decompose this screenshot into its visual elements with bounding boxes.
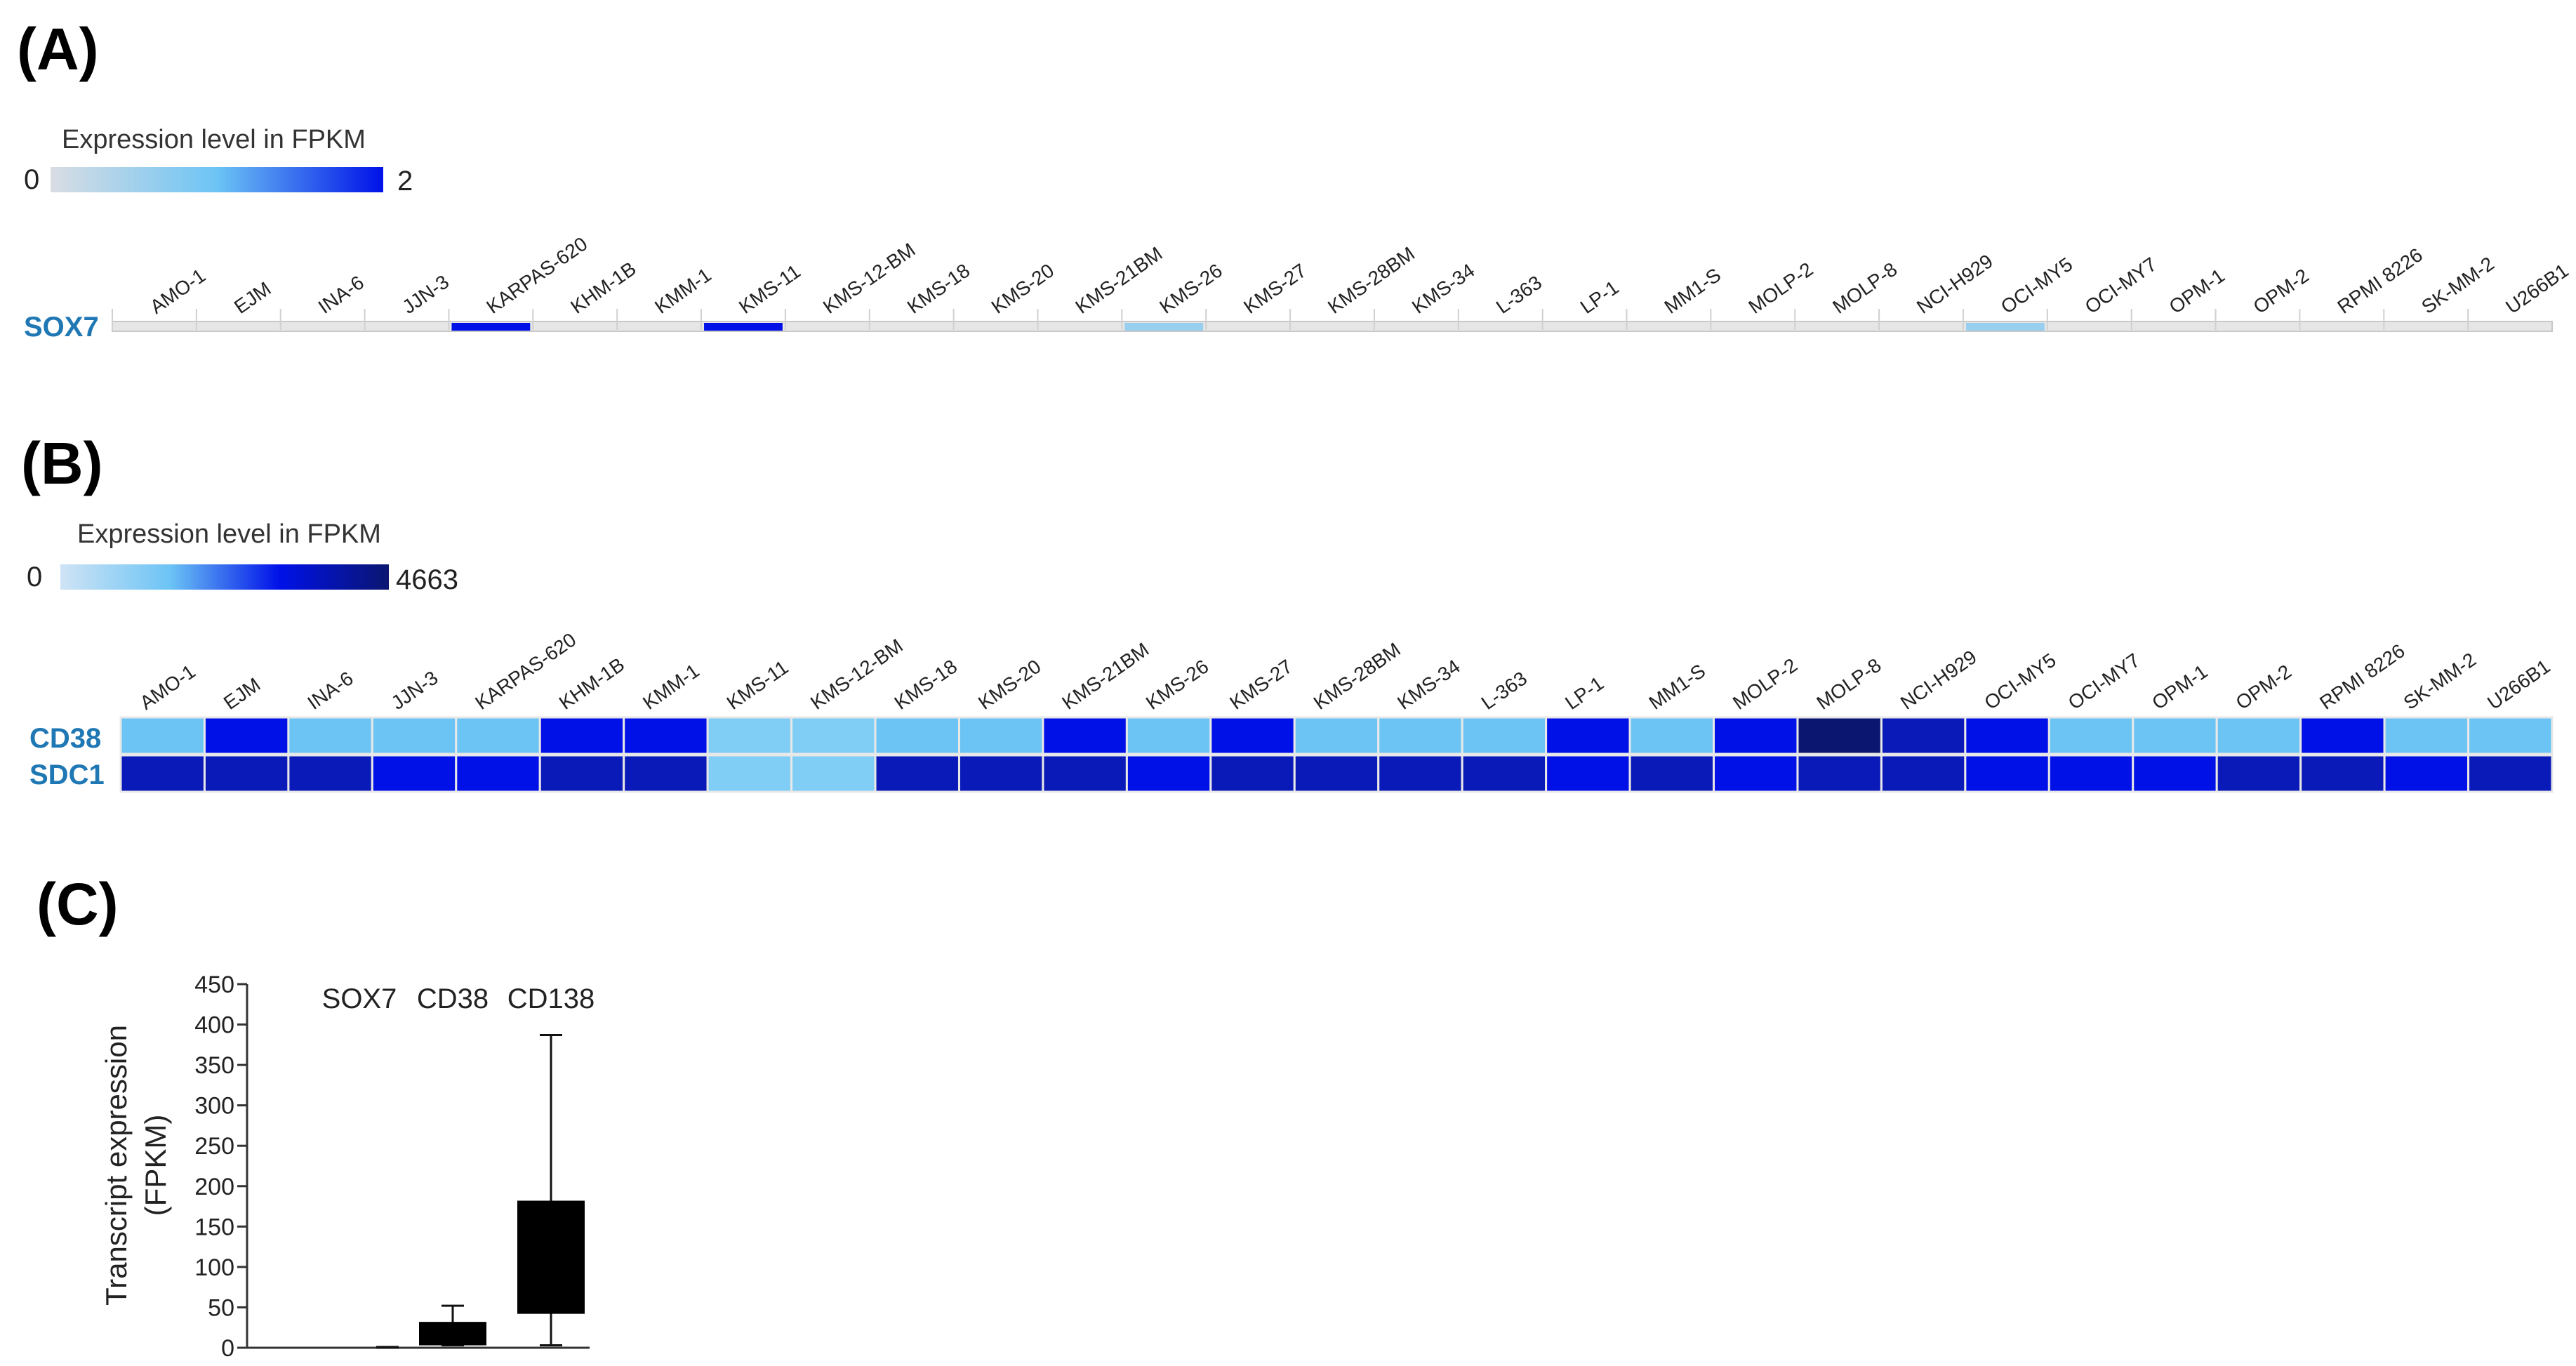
gene-label-cd38: CD38 <box>29 723 102 754</box>
y-tick-label: 350 <box>194 1052 234 1079</box>
heatmap-cell <box>874 754 960 793</box>
box <box>419 1322 486 1346</box>
heatmap-cell <box>2047 716 2135 755</box>
heatmap-cell <box>371 754 458 793</box>
panel-label-b: (B) <box>21 430 103 496</box>
heatmap-cell <box>287 754 373 793</box>
heatmap-cell <box>2467 754 2554 793</box>
heatmap-cell <box>1628 754 1715 793</box>
y-tick-label: 0 <box>221 1335 234 1362</box>
y-tick-label: 150 <box>194 1214 234 1240</box>
heatmap-cell <box>1377 754 1463 793</box>
legend-gradient-b <box>60 564 389 590</box>
heatmap-cell <box>1964 716 2050 755</box>
y-tick-label: 50 <box>208 1294 234 1321</box>
category-label: SOX7 <box>322 983 397 1014</box>
heatmap-cell <box>1209 754 1296 793</box>
heatmap-cell <box>538 754 625 793</box>
legend-title-b: Expression level in FPKM <box>77 519 381 549</box>
heatmap-cell <box>1124 323 1204 331</box>
y-tick-label: 400 <box>194 1012 234 1039</box>
heatmap-cell <box>1965 323 2045 331</box>
heatmap-cell <box>790 716 877 755</box>
category-label: CD38 <box>417 983 489 1014</box>
heatmap-cell <box>1461 716 1548 755</box>
heatmap-cell <box>203 754 290 793</box>
heatmap-cell <box>455 716 541 755</box>
heatmap-cell <box>1461 754 1548 793</box>
heatmap-cell <box>2383 754 2470 793</box>
panel-label-c: (C) <box>36 871 119 937</box>
y-tick-label: 200 <box>194 1174 234 1200</box>
heatmap-cell <box>2299 754 2386 793</box>
y-tick-label: 100 <box>194 1254 234 1281</box>
heatmap-cell <box>1545 754 1631 793</box>
heatmap-cell <box>790 754 877 793</box>
category-label: CD138 <box>507 983 595 1014</box>
legend-max-b: 4663 <box>396 564 458 595</box>
heatmap-cell <box>371 716 458 755</box>
legend-max-a: 2 <box>397 166 413 197</box>
heatmap-cell <box>1880 716 1967 755</box>
y-tick-label: 300 <box>194 1093 234 1120</box>
legend-min-b: 0 <box>27 562 43 592</box>
heatmap-cell <box>704 323 783 331</box>
heatmap-cell <box>623 754 709 793</box>
heatmap-cell <box>706 716 793 755</box>
heatmap-cell <box>1628 716 1715 755</box>
heatmap-cell <box>119 716 206 755</box>
heatmap-cell <box>2132 754 2218 793</box>
heatmap-cell <box>2299 716 2386 755</box>
heatmap-cell <box>455 754 541 793</box>
legend-min-a: 0 <box>24 164 40 195</box>
heatmap-cell <box>1796 716 1883 755</box>
y-tick-label: 450 <box>194 972 234 998</box>
heatmap-cell <box>1377 716 1463 755</box>
heatmap-cell <box>623 716 709 755</box>
legend-gradient-a <box>51 167 383 192</box>
y-axis-label-unit: (FPKM) <box>139 1115 172 1216</box>
heatmap-cell <box>2383 716 2470 755</box>
gene-label-sdc1: SDC1 <box>29 760 105 790</box>
heatmap-cell <box>2047 754 2135 793</box>
y-axis-label: Transcript expression <box>100 1025 133 1306</box>
heatmap-cell <box>1209 716 1296 755</box>
heatmap-cell <box>287 716 373 755</box>
heatmap-cell <box>2215 716 2302 755</box>
heatmap-cell <box>1293 716 1380 755</box>
heatmap-cell <box>1796 754 1883 793</box>
heatmap-cell <box>1713 716 1799 755</box>
heatmap-cell <box>957 754 1044 793</box>
heatmap-cell <box>451 323 531 331</box>
y-tick-label: 250 <box>194 1133 234 1160</box>
heatmap-cell <box>706 754 793 793</box>
gene-label-sox7: SOX7 <box>24 312 99 343</box>
box <box>517 1200 585 1314</box>
heatmap-cell <box>2467 716 2554 755</box>
heatmap-cell <box>1880 754 1967 793</box>
panel-label-a: (A) <box>17 16 99 82</box>
legend-title-a: Expression level in FPKM <box>62 125 366 154</box>
